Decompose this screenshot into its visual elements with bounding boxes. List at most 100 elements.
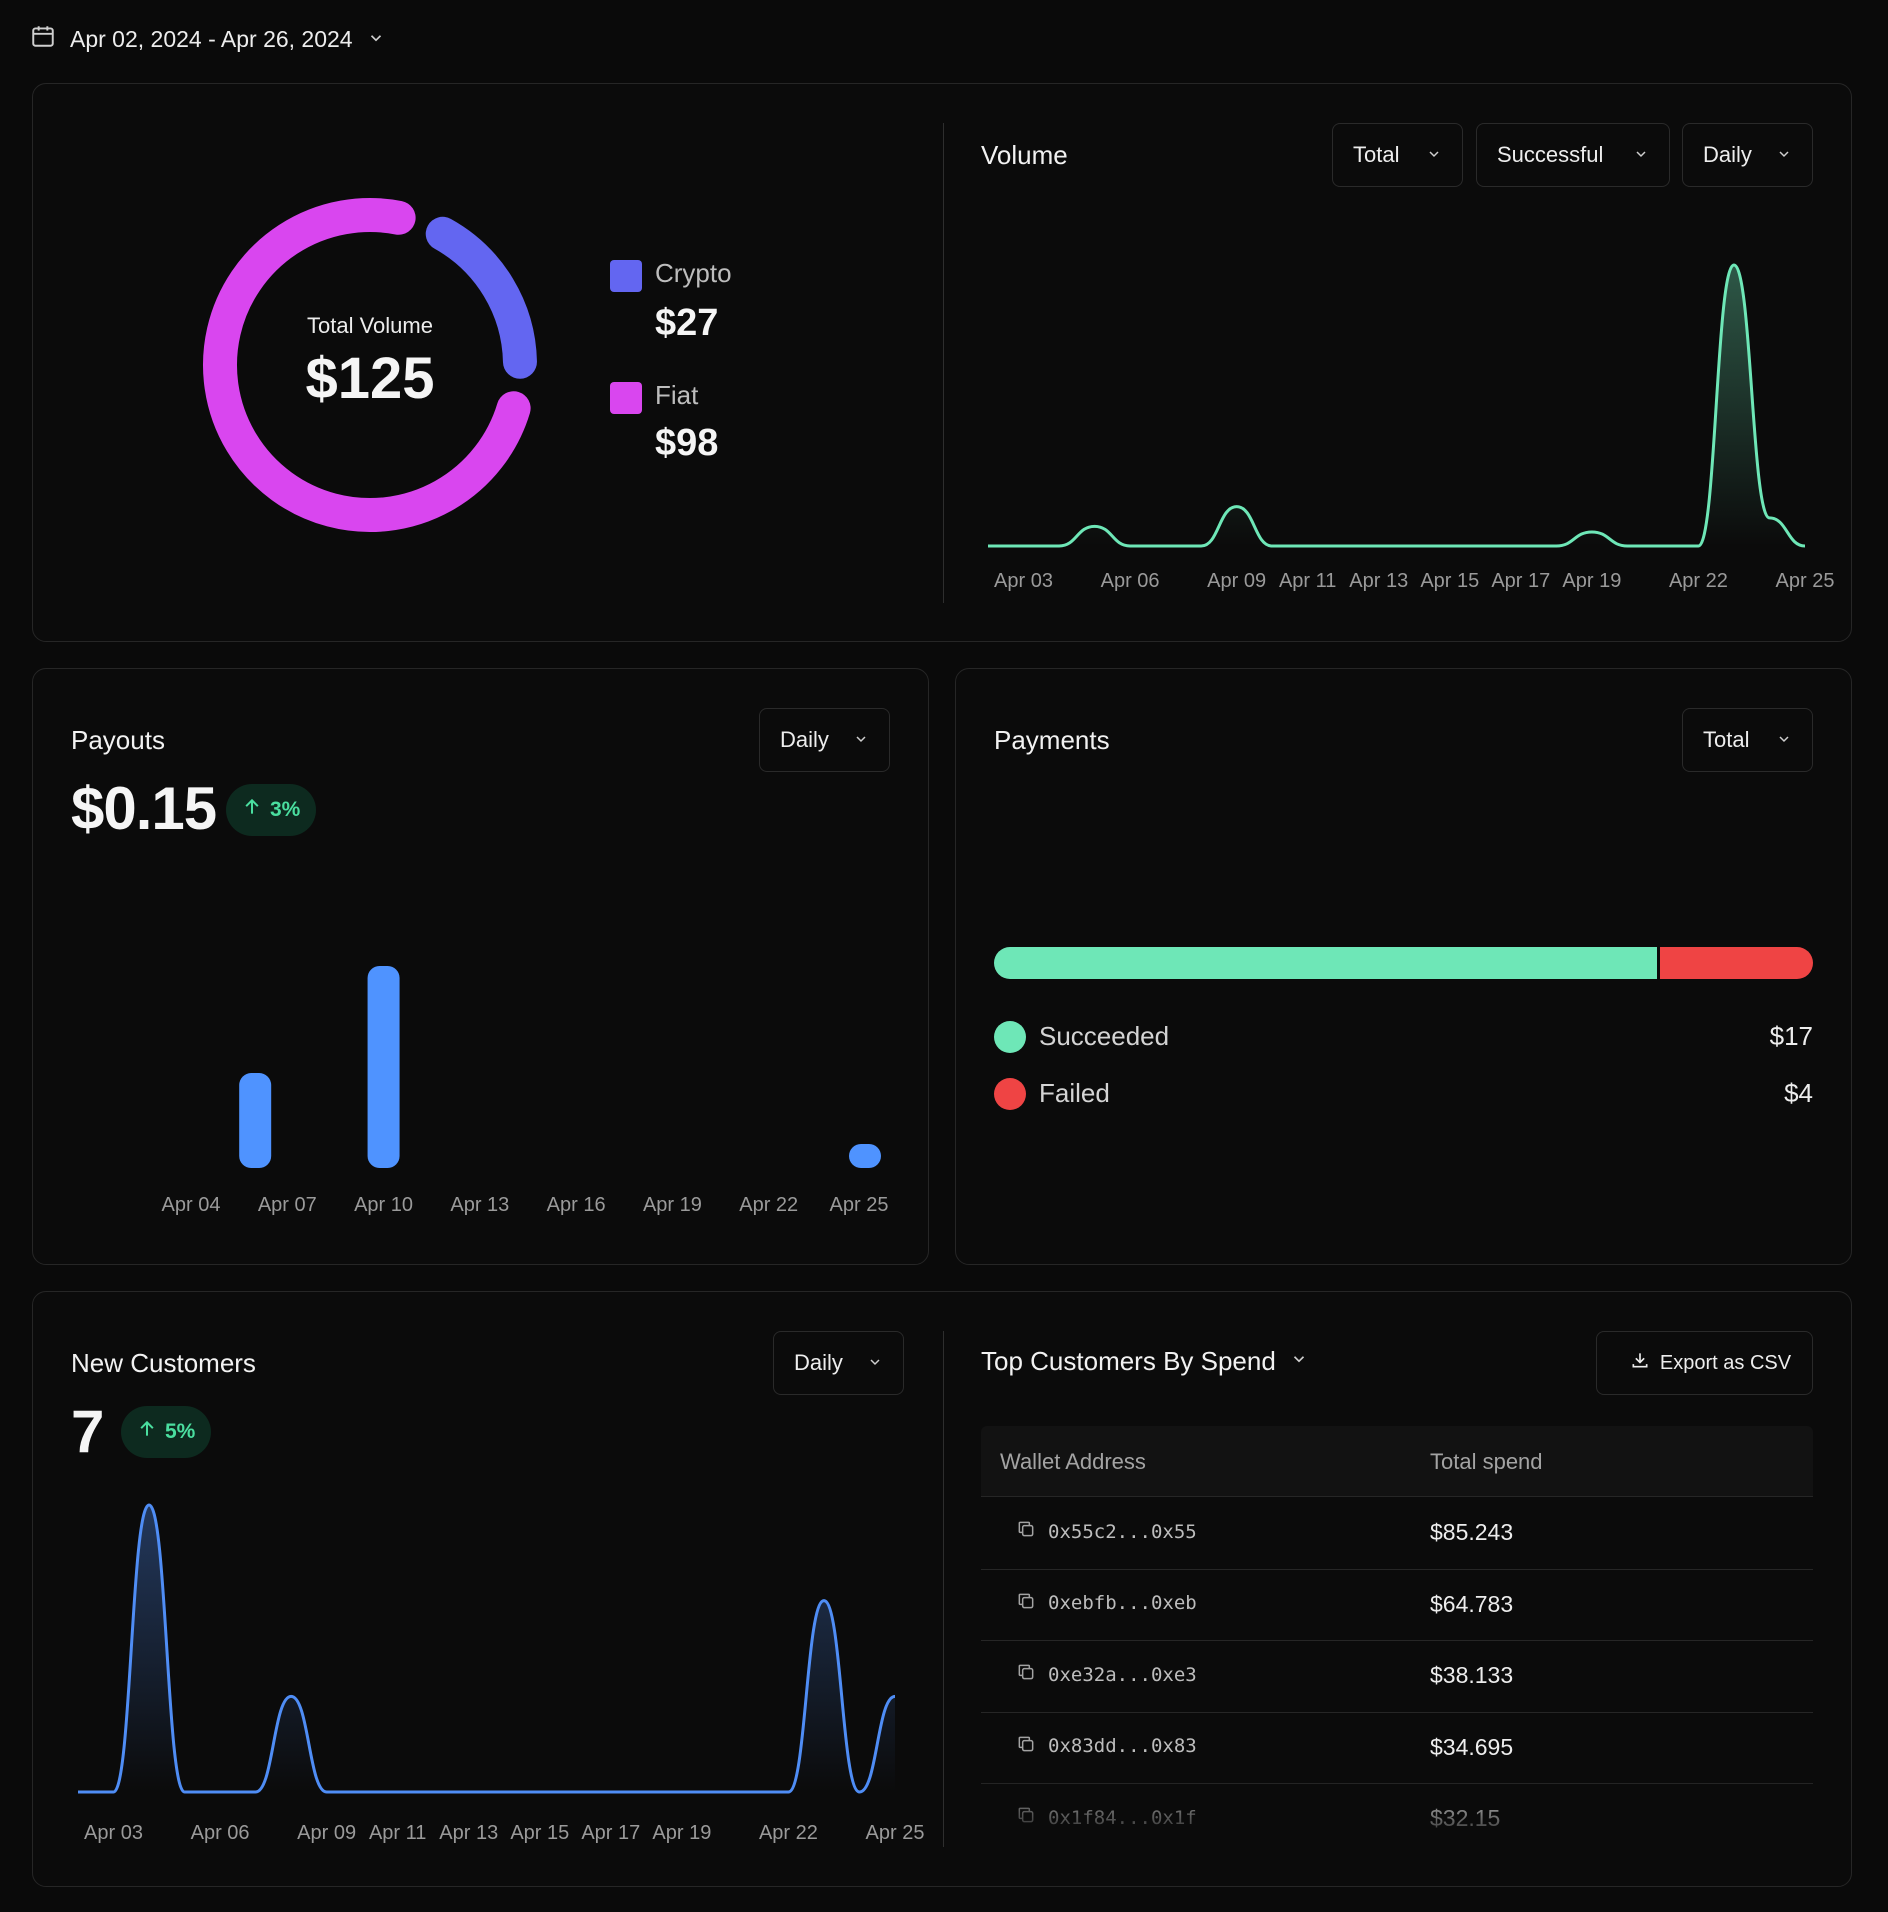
crypto-swatch	[610, 260, 642, 292]
volume-interval-value: Daily	[1703, 142, 1752, 167]
new-customers-change-badge: 5%	[121, 1406, 212, 1458]
x-tick-label: Apr 15	[510, 1822, 570, 1844]
date-range-label: Apr 02, 2024 - Apr 26, 2024	[70, 25, 353, 52]
overview-card	[32, 83, 1852, 642]
area-fill	[988, 265, 1805, 546]
copy-icon[interactable]	[1016, 1519, 1036, 1544]
wallet-address: 0xe32a...0xe3	[1048, 1663, 1197, 1686]
x-tick-label: Apr 13	[1349, 570, 1409, 592]
succeeded-dot	[994, 1021, 1026, 1053]
chevron-down-icon	[1764, 142, 1792, 168]
table-fade	[960, 1780, 1840, 1850]
series-line	[988, 263, 1806, 548]
x-tick-label: Apr 19	[652, 1822, 712, 1844]
total-spend: $64.783	[1430, 1590, 1514, 1617]
fiat-value: $98	[655, 422, 719, 464]
chevron-down-icon	[841, 727, 869, 753]
x-tick-label: Apr 19	[642, 1194, 702, 1216]
succeeded-label: Succeeded	[1039, 1021, 1170, 1051]
payments-title: Payments	[994, 725, 1110, 755]
x-tick-label: Apr 13	[450, 1194, 510, 1216]
x-tick-label: Apr 03	[994, 570, 1053, 592]
area-fill	[78, 1505, 895, 1792]
total-volume-label: Total Volume	[307, 313, 433, 338]
payments-filter-dropdown[interactable]: Total	[1682, 708, 1813, 772]
payouts-title: Payouts	[71, 725, 165, 755]
calendar-icon	[30, 23, 56, 55]
payments-bar	[994, 947, 1813, 979]
payouts-chart	[239, 966, 881, 1168]
table-row-wallet[interactable]: 0x83dd...0x83	[1016, 1734, 1197, 1759]
x-tick-label: Apr 22	[1668, 570, 1728, 592]
volume-metric-value: Total	[1353, 142, 1400, 167]
crypto-label: Crypto	[655, 258, 732, 288]
table-row-wallet[interactable]: 0xebfb...0xeb	[1016, 1591, 1197, 1616]
x-tick-label: Apr 22	[739, 1194, 799, 1216]
column-header-spend[interactable]: Total spend	[1430, 1449, 1543, 1474]
x-tick-label: Apr 06	[190, 1822, 250, 1844]
x-tick-label: Apr 07	[257, 1194, 317, 1216]
customers-divider	[943, 1331, 944, 1847]
wallet-address: 0x83dd...0x83	[1048, 1735, 1197, 1757]
copy-icon[interactable]	[1016, 1662, 1036, 1687]
x-tick-label: Apr 09	[297, 1822, 357, 1844]
row-divider	[981, 1568, 1813, 1570]
column-header-wallet[interactable]: Wallet Address	[1000, 1449, 1146, 1474]
payments-bar-succeeded	[994, 947, 1657, 979]
payout-bar[interactable]	[239, 1073, 272, 1168]
export-csv-button[interactable]: Export as CSV	[1596, 1331, 1813, 1395]
failed-value: $4	[1784, 1078, 1813, 1108]
date-range-picker[interactable]: Apr 02, 2024 - Apr 26, 2024	[30, 20, 385, 58]
total-spend: $34.695	[1430, 1733, 1514, 1760]
series-line	[78, 1503, 896, 1794]
new-customers-title: New Customers	[71, 1348, 256, 1378]
table-row-wallet[interactable]: 0x55c2...0x55	[1016, 1519, 1197, 1544]
new-customers-value: 7	[71, 1398, 104, 1465]
new-customers-chart	[78, 1503, 896, 1794]
copy-icon[interactable]	[1016, 1591, 1036, 1616]
copy-icon[interactable]	[1016, 1734, 1036, 1759]
x-tick-label: Apr 09	[1207, 570, 1267, 592]
failed-dot	[994, 1078, 1026, 1110]
volume-chart	[988, 263, 1806, 548]
payout-bar[interactable]	[367, 966, 400, 1168]
total-spend: $85.243	[1430, 1519, 1514, 1545]
new-customers-interval-value: Daily	[794, 1350, 843, 1375]
arrow-up-icon	[242, 797, 262, 823]
row-divider	[981, 1640, 1813, 1641]
payouts-interval-value: Daily	[780, 727, 829, 752]
chevron-down-icon	[1764, 727, 1792, 753]
x-tick-label: Apr 11	[368, 1822, 427, 1844]
volume-metric-dropdown[interactable]: Total	[1332, 123, 1463, 187]
wallet-address: 0x55c2...0x55	[1048, 1520, 1197, 1543]
row-divider	[981, 1711, 1813, 1713]
payouts-interval-dropdown[interactable]: Daily	[759, 708, 890, 772]
download-icon	[1618, 1350, 1650, 1376]
x-tick-label: Apr 25	[829, 1194, 889, 1216]
volume-status-value: Successful	[1497, 142, 1604, 167]
new-customers-change-value: 5%	[165, 1420, 196, 1443]
table-header	[981, 1426, 1813, 1496]
fiat-label: Fiat	[655, 380, 699, 410]
arrow-up-icon	[137, 1419, 157, 1445]
total-volume-donut	[203, 198, 537, 532]
new-customers-interval-dropdown[interactable]: Daily	[773, 1331, 904, 1395]
succeeded-value: $17	[1769, 1021, 1813, 1051]
x-tick-label: Apr 13	[439, 1822, 499, 1844]
total-volume-value: $125	[305, 346, 435, 411]
x-tick-label: Apr 11	[1278, 570, 1337, 592]
volume-status-dropdown[interactable]: Successful	[1476, 123, 1670, 187]
table-row-wallet[interactable]: 0xe32a...0xe3	[1016, 1662, 1197, 1687]
x-tick-label: Apr 17	[581, 1822, 641, 1844]
volume-interval-dropdown[interactable]: Daily	[1682, 123, 1813, 187]
top-customers-dropdown[interactable]: Top Customers By Spend	[981, 1346, 1308, 1377]
x-tick-label: Apr 22	[758, 1822, 818, 1844]
chevron-down-icon	[367, 26, 385, 53]
x-tick-label: Apr 03	[84, 1822, 143, 1844]
payout-bar[interactable]	[849, 1144, 881, 1168]
payouts-value: $0.15	[71, 775, 217, 842]
x-tick-label: Apr 25	[1775, 570, 1835, 592]
top-customers-title: Top Customers By Spend	[981, 1346, 1276, 1376]
payouts-change-value: 3%	[270, 798, 301, 821]
chevron-down-icon	[1414, 142, 1442, 168]
